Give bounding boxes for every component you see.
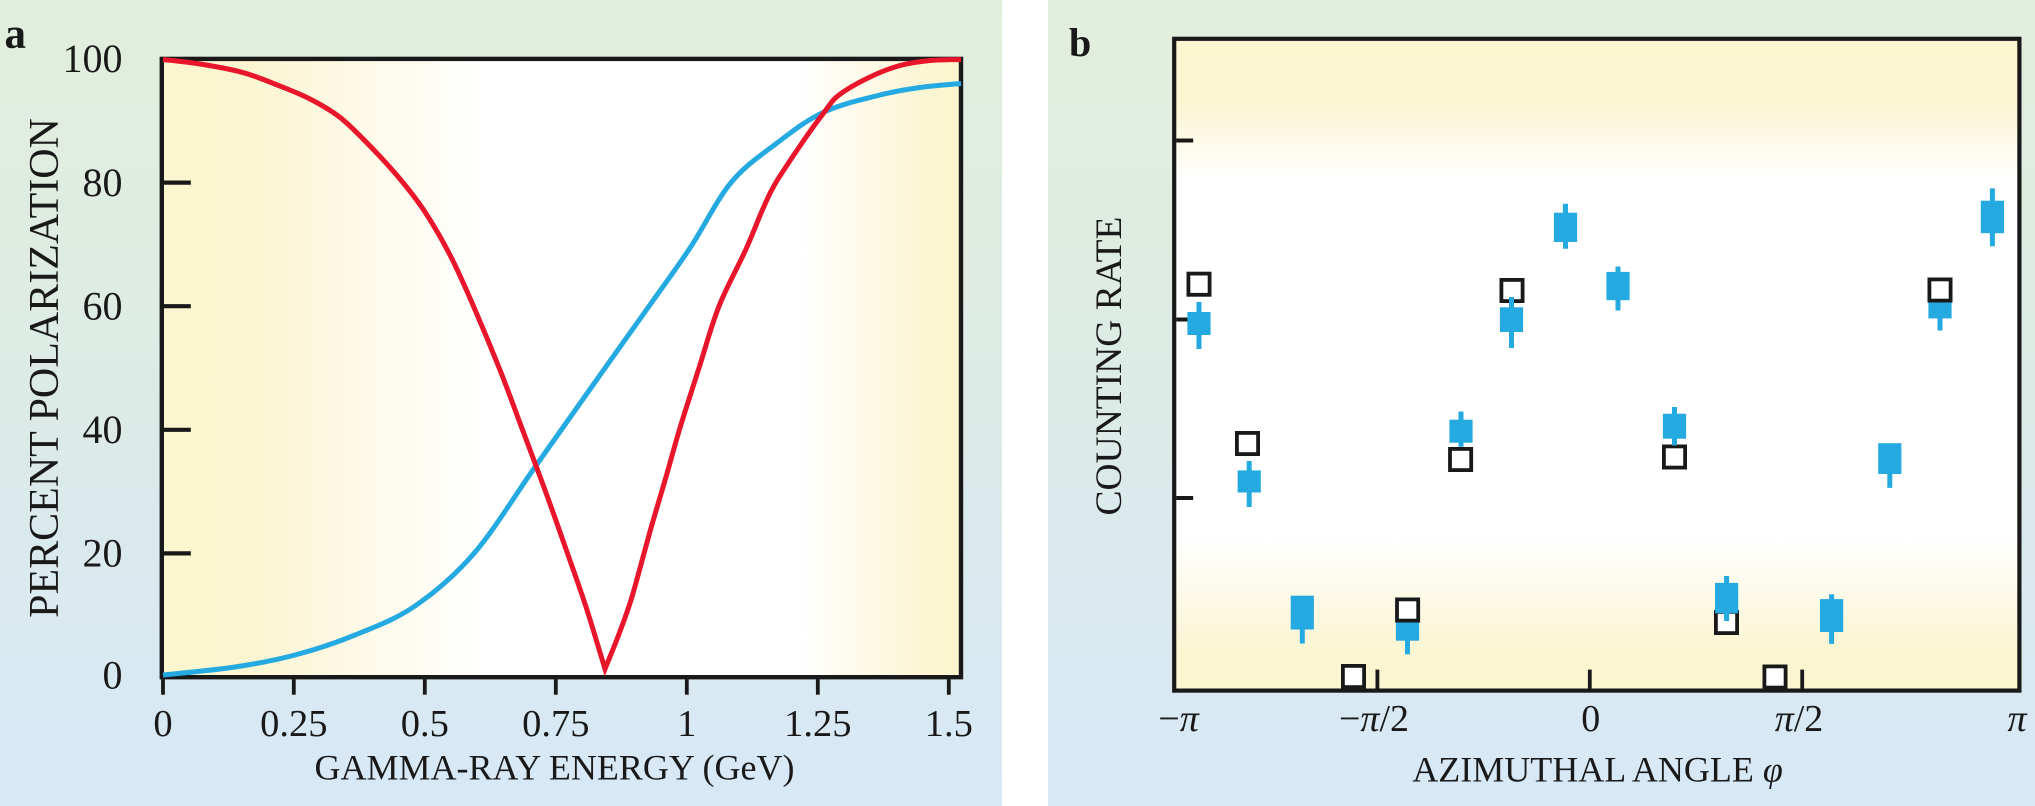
svg-text:0: 0 — [153, 703, 172, 745]
svg-text:π/2: π/2 — [1775, 698, 1824, 740]
svg-text:1.5: 1.5 — [925, 703, 973, 745]
svg-text:100: 100 — [63, 36, 123, 81]
svg-text:COUNTING RATE: COUNTING RATE — [1089, 217, 1130, 516]
svg-text:AZIMUTHAL ANGLE φ: AZIMUTHAL ANGLE φ — [1412, 750, 1783, 790]
svg-text:0: 0 — [103, 653, 123, 698]
svg-text:π: π — [2007, 698, 2027, 740]
svg-text:b: b — [1069, 20, 1091, 65]
svg-text:0: 0 — [1581, 698, 1600, 740]
svg-text:1: 1 — [677, 703, 696, 745]
svg-text:0.25: 0.25 — [260, 703, 327, 745]
svg-text:80: 80 — [83, 160, 123, 205]
svg-text:−π: −π — [1158, 698, 1199, 740]
svg-text:0.5: 0.5 — [401, 703, 449, 745]
svg-text:1.25: 1.25 — [784, 703, 851, 745]
svg-text:20: 20 — [83, 531, 123, 576]
svg-text:a: a — [5, 11, 27, 58]
svg-text:GAMMA-RAY ENERGY (GeV): GAMMA-RAY ENERGY (GeV) — [315, 748, 795, 788]
svg-text:40: 40 — [83, 407, 123, 452]
svg-text:−π/2: −π/2 — [1339, 698, 1409, 740]
svg-text:0.75: 0.75 — [522, 703, 589, 745]
svg-text:60: 60 — [83, 283, 123, 328]
svg-text:PERCENT POLARIZATION: PERCENT POLARIZATION — [22, 118, 68, 618]
